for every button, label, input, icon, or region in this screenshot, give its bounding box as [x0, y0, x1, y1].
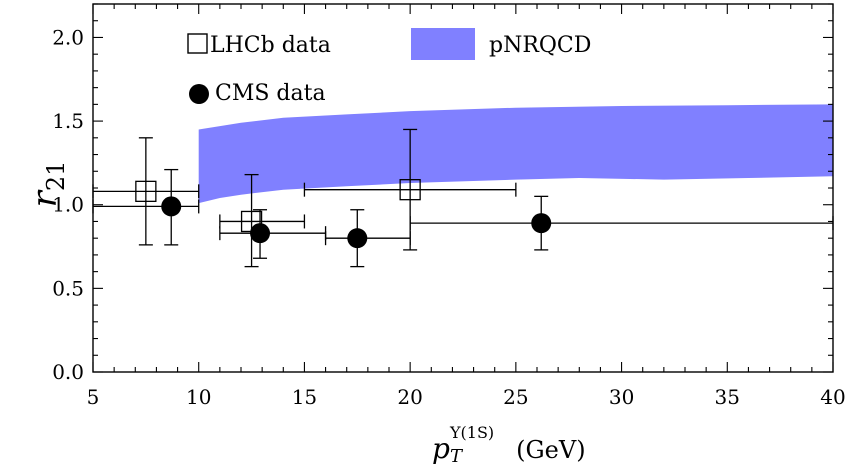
- lhcb-series-layer: [92, 128, 517, 268]
- legend-lhcb-marker: [187, 33, 208, 54]
- lhcb-point-0: [135, 180, 157, 202]
- x-tick-label: 30: [609, 385, 634, 409]
- x-tick-label: 40: [820, 385, 845, 409]
- x-tick-label: 35: [715, 385, 740, 409]
- x-tick-label: 15: [292, 385, 317, 409]
- x-tick-label: 10: [186, 385, 211, 409]
- x-tick-label: 25: [503, 385, 528, 409]
- legend-cms-marker: [189, 84, 209, 104]
- cms-point-2: [347, 228, 368, 249]
- y-tick-label: 0.5: [52, 276, 84, 300]
- pnrqcd-band: [198, 104, 833, 204]
- x-axis-symbol: p: [432, 432, 450, 465]
- legend-cms-label: CMS data: [215, 81, 326, 106]
- cms-series-layer: [92, 168, 834, 268]
- x-tick-label: 5: [87, 385, 100, 409]
- axes-layer: [92, 3, 834, 373]
- cms-point-3: [531, 213, 552, 234]
- pnrqcd-band-layer: [198, 104, 833, 204]
- cms-point-1: [250, 223, 271, 244]
- y-tick-label: 0.0: [52, 360, 84, 384]
- x-axis-title: pT Υ(1S) (GeV): [432, 423, 586, 467]
- cms-point-0: [161, 196, 182, 217]
- legend: LHCb data pNRQCD CMS data: [187, 28, 591, 106]
- legend-pnrqcd-swatch: [411, 28, 475, 60]
- y-tick-label: 1.0: [52, 193, 84, 217]
- x-tick-label: 20: [397, 385, 422, 409]
- y-axis-symbol: r: [25, 189, 65, 207]
- y-tick-label: 1.5: [52, 109, 84, 133]
- y-axis-subscript: 21: [42, 161, 70, 192]
- x-axis-unit: (GeV): [516, 436, 585, 464]
- y-tick-label: 2.0: [52, 25, 84, 49]
- tick-labels-layer: 5 10 15 20 25 30 35 40 0.0 0.5 1.0 1.5 2.0: [52, 25, 846, 409]
- legend-pnrqcd-label: pNRQCD: [489, 33, 591, 58]
- lhcb-point-2: [399, 179, 421, 201]
- y-axis-title: r21: [25, 161, 70, 208]
- x-axis-subscript: T: [450, 446, 464, 467]
- legend-lhcb-label: LHCb data: [210, 33, 331, 58]
- x-axis-superscript: Υ(1S): [449, 423, 494, 442]
